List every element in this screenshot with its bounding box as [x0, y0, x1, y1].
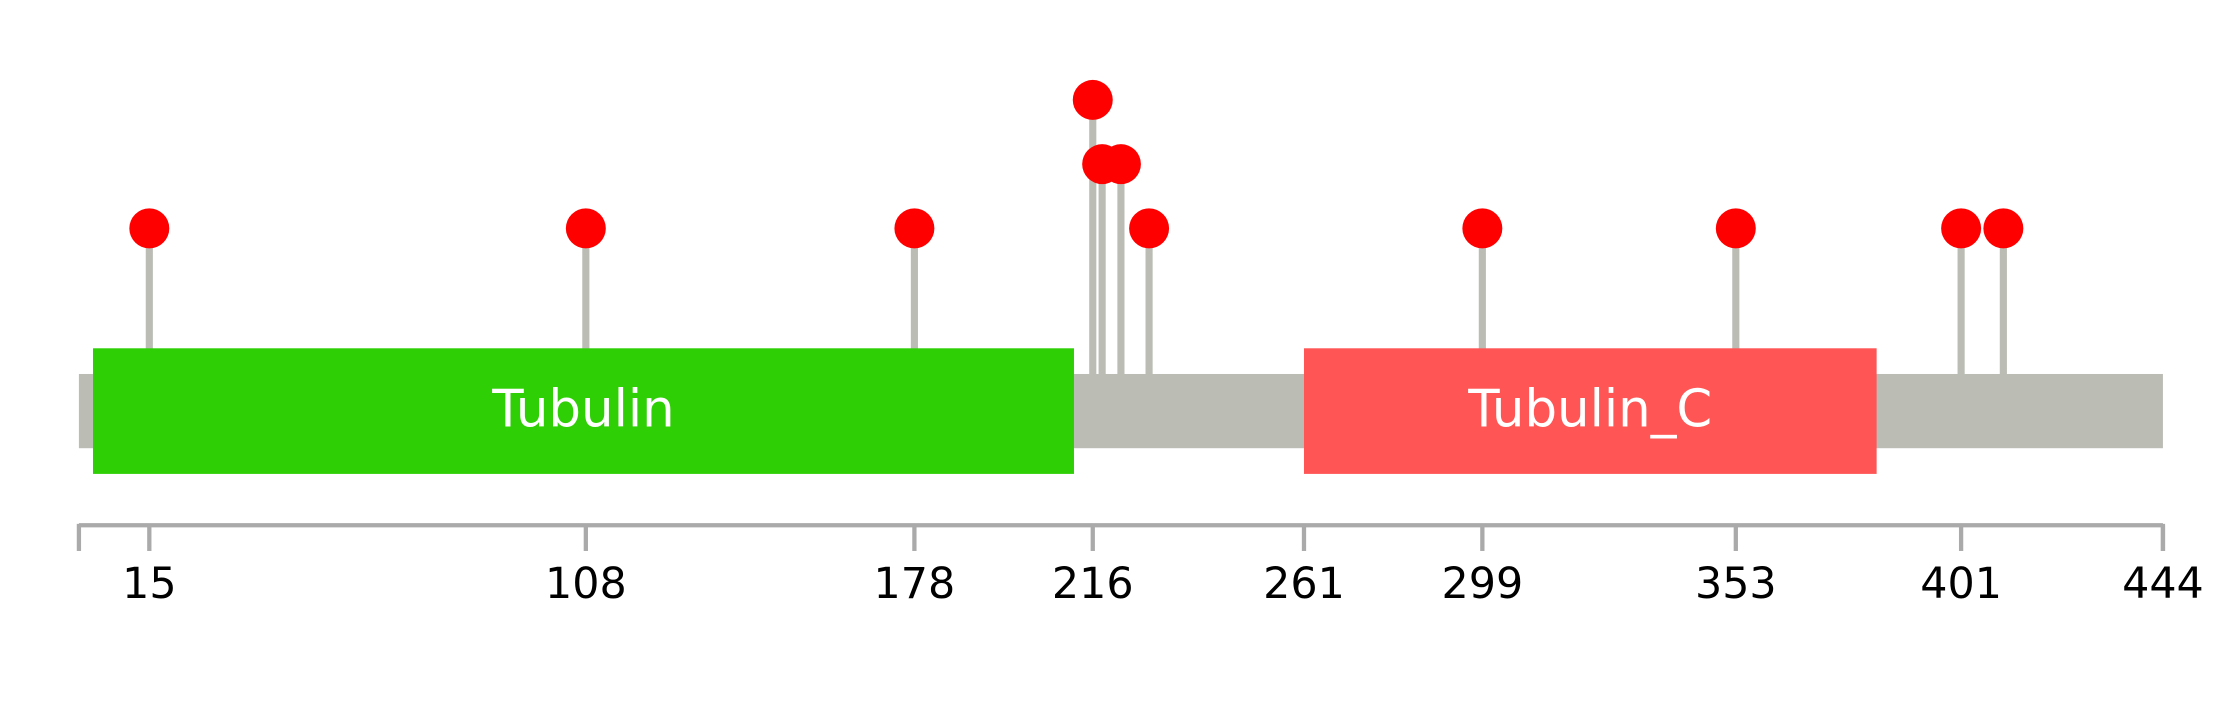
x-tick-label: 444 [2122, 559, 2204, 609]
domain-label: Tubulin [491, 380, 674, 440]
x-tick-label: 216 [1052, 559, 1134, 609]
x-tick-label: 401 [1920, 559, 2002, 609]
lollipop-head [894, 208, 935, 249]
lollipop-head [129, 208, 170, 249]
x-tick-label: 178 [874, 559, 956, 609]
x-tick-label: 15 [122, 559, 176, 609]
x-tick-label: 299 [1441, 559, 1523, 609]
lollipop-head [1941, 208, 1982, 249]
x-tick-label: 261 [1263, 559, 1345, 609]
lollipop-head [1072, 79, 1113, 120]
lollipop-head [565, 208, 606, 249]
lollipop-head [1100, 144, 1141, 185]
domain [92, 348, 1074, 474]
lollipop-head [1715, 208, 1756, 249]
lollipop-head [1129, 208, 1170, 249]
x-tick-label: 108 [545, 559, 627, 609]
domain-label: Tubulin_C [1467, 380, 1712, 440]
domain [1303, 348, 1877, 474]
x-tick-label: 353 [1695, 559, 1777, 609]
lollipop-head [1983, 208, 2024, 249]
lollipop-head [1462, 208, 1503, 249]
